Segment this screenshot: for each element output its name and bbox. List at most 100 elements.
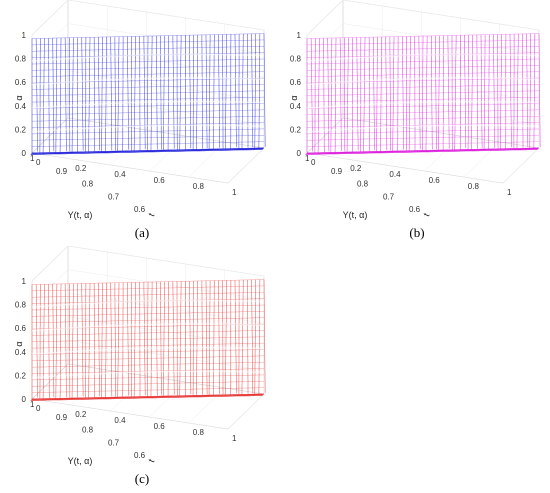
surface-level-line <box>31 361 265 368</box>
t-tick-label: 0.6 <box>429 176 441 185</box>
surface-level-line <box>31 141 265 147</box>
surface-level-line <box>306 90 540 97</box>
alpha-tick-label: 0 <box>297 149 302 158</box>
alpha-gridline <box>31 246 265 282</box>
surface-strand <box>330 37 333 154</box>
surface-strand <box>64 37 67 152</box>
y-tick-label: 0.9 <box>56 413 68 422</box>
surface-level-line <box>31 128 265 135</box>
surface-strand <box>117 36 120 153</box>
surface-strand <box>52 284 55 398</box>
surface-base-curve <box>305 149 538 155</box>
y-tick-label: 0.8 <box>82 426 94 435</box>
surface-strand <box>201 34 203 149</box>
surface-strand <box>454 35 457 152</box>
surface-level-line <box>31 355 265 362</box>
surface-strand <box>431 35 433 150</box>
surface-strand <box>344 37 346 152</box>
surface-strand <box>533 33 536 149</box>
surface-level-line <box>306 84 540 90</box>
surface-level-line <box>306 115 540 122</box>
surface-strand <box>356 37 359 151</box>
surface-strand <box>59 37 62 154</box>
alpha-gridline <box>31 269 265 305</box>
t-tick-label: 0 <box>36 404 41 413</box>
surface-strand <box>339 37 342 152</box>
surface-level-line <box>31 381 265 387</box>
surface-level-line <box>31 292 265 298</box>
surface-strand <box>438 35 440 152</box>
chart-panel-b: 0 0.2 0.4 0.6 0.8 1 0 0.2 0.4 0.6 0.8 1 1 0.9 0.8 0.7 0.… <box>275 0 550 240</box>
surface-strand <box>205 280 208 395</box>
chart-panel-a: 0 0.2 0.4 0.6 0.8 1 0 0.2 0.4 0.6 0.8 1 1 0.9 0.8 0.7 0.… <box>0 0 275 240</box>
y-tick-label: 1 <box>30 400 35 409</box>
surface-strand <box>71 37 74 154</box>
surface-strand <box>234 34 237 148</box>
chart-b-svg: 00.20.40.60.8100.20.40.60.8110.90.80.70.… <box>289 0 541 240</box>
surface-strand <box>192 35 194 150</box>
alpha-tick-label: 1 <box>22 31 27 40</box>
surface-strand <box>346 37 349 154</box>
surface-strand <box>218 34 220 148</box>
surface-level-line <box>31 109 265 116</box>
surface-strand <box>529 33 531 150</box>
surface-level-line <box>31 103 265 109</box>
t-tick-label: 1 <box>232 434 237 443</box>
surface-level-line <box>31 96 265 103</box>
surface-level-line <box>31 65 265 71</box>
surface-strand <box>493 34 495 148</box>
surface-strand <box>150 36 153 152</box>
surface-strand <box>201 280 203 395</box>
t-gridline <box>385 12 422 166</box>
surface-highlight <box>31 124 265 133</box>
surface-strand <box>389 36 391 151</box>
surface-base-curve <box>306 147 540 154</box>
surface-strand <box>150 282 153 398</box>
surface-strand <box>101 283 103 399</box>
alpha-gridline <box>306 23 540 59</box>
surface-strand <box>225 280 227 397</box>
panel-label-c: (c) <box>135 471 149 486</box>
surface-level-line <box>31 58 265 65</box>
surface-strand <box>105 36 107 153</box>
surface-strand <box>98 37 100 151</box>
surface-level-line <box>306 46 540 52</box>
y-tick-label: 0.6 <box>134 451 146 460</box>
surface-strand <box>251 279 254 394</box>
t-axis-label: t <box>146 457 156 464</box>
surface-base-curve <box>31 393 265 400</box>
surface-strand <box>189 35 192 149</box>
t-tick-label: 0.6 <box>154 176 166 185</box>
surface-strand <box>88 37 91 154</box>
surface-strand <box>526 33 529 148</box>
y-tick-label: 0.8 <box>357 180 369 189</box>
surface-strand <box>317 38 320 154</box>
surface-level-line <box>31 317 265 323</box>
surface-strand <box>471 35 473 151</box>
surface-strand <box>133 36 136 153</box>
alpha-gridline <box>306 0 540 36</box>
chart-panel-c: 0 0.2 0.4 0.6 0.8 1 0 0.2 0.4 0.6 0.8 1 1 0.9 0.8 0.7 0.… <box>0 246 275 486</box>
surface-level-line <box>31 135 265 141</box>
surface-strand <box>98 283 100 397</box>
surface-level-line <box>306 135 540 141</box>
surface-strand <box>64 283 67 398</box>
t-gridline <box>463 24 501 178</box>
y-axis-label: Y(t, α) <box>68 210 93 220</box>
surface-strand <box>88 283 91 400</box>
chart-b-plot: 00.20.40.60.8100.20.40.60.8110.90.80.70.… <box>289 0 541 220</box>
surface-highlight <box>31 370 265 379</box>
surface-strand <box>225 34 227 151</box>
t-tick-label: 0.4 <box>389 170 401 179</box>
alpha-tick-label: 0.6 <box>15 78 27 87</box>
surface-level-line <box>31 311 265 317</box>
surface-highlight <box>31 53 265 62</box>
surface-strand <box>192 281 194 396</box>
surface-strand <box>127 36 129 150</box>
surface-strand <box>163 281 165 398</box>
y-tick-label: 0.7 <box>383 192 395 201</box>
surface-strand <box>480 34 483 149</box>
surface-strand <box>500 34 502 151</box>
surface-strand <box>392 36 395 153</box>
surface-strand <box>422 36 424 152</box>
